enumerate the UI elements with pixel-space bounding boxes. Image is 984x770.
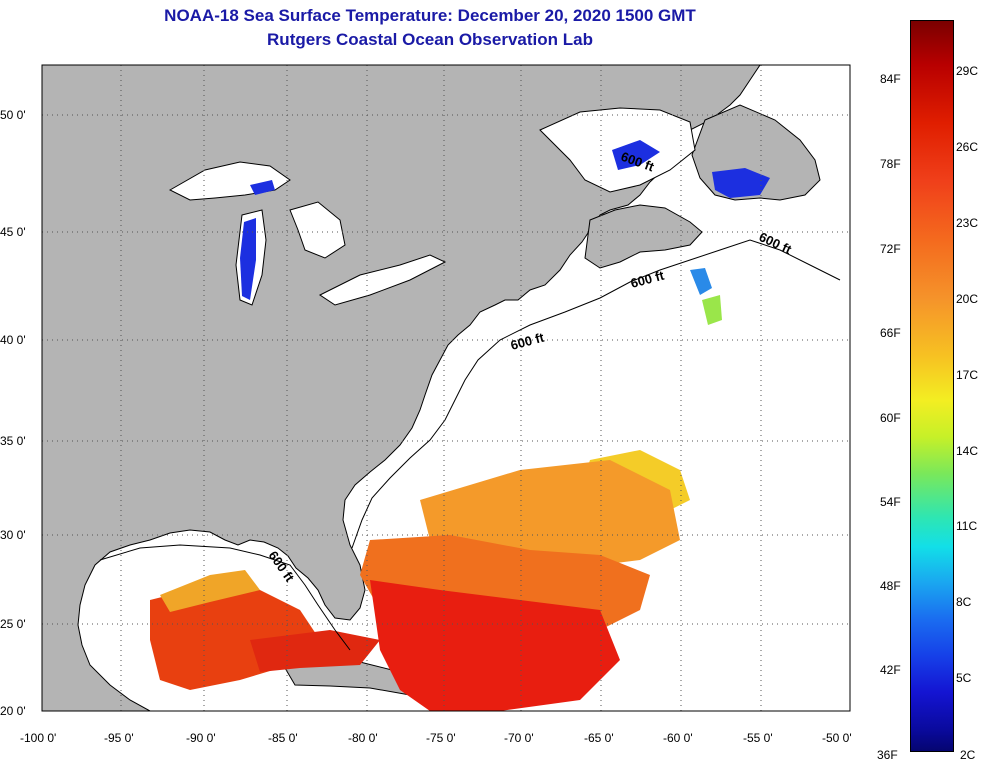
lat-label: 50 0'	[0, 108, 26, 122]
lat-label: 45 0'	[0, 225, 26, 239]
sst-florida-straits	[250, 630, 380, 672]
scale-f-label: 72F	[880, 242, 901, 256]
lat-label: 30 0'	[0, 528, 26, 542]
scale-c-label: 23C	[956, 216, 979, 230]
lon-label: -85 0'	[268, 731, 298, 745]
scale-c-label: 5C	[956, 671, 972, 685]
scale-c-label: 8C	[956, 595, 972, 609]
scale-f-label: 36F	[877, 748, 898, 762]
sst-gulf-yellow	[160, 570, 260, 612]
lat-label: 35 0'	[0, 434, 26, 448]
lon-label: -95 0'	[104, 731, 134, 745]
lon-label: -55 0'	[743, 731, 773, 745]
sst-cold-lake-superior	[250, 180, 275, 195]
depth-contour-600ft	[99, 239, 841, 651]
lon-label: -100 0'	[20, 731, 56, 745]
scale-f-label: 54F	[880, 495, 901, 509]
sst-green-offshore	[702, 295, 722, 325]
lake-huron	[289, 201, 346, 259]
scale-f-label: 78F	[880, 157, 901, 171]
sst-cold-newfoundland	[712, 168, 770, 198]
lon-label: -65 0'	[584, 731, 614, 745]
lon-label: -75 0'	[426, 731, 456, 745]
sst-hot-caribbean	[370, 580, 620, 711]
scale-f-label: 42F	[880, 663, 901, 677]
scale-c-label: 26C	[956, 140, 979, 154]
sst-cold-lake-michigan	[240, 218, 256, 300]
map-title: NOAA-18 Sea Surface Temperature: Decembe…	[164, 6, 696, 25]
scale-f-label: 48F	[880, 579, 901, 593]
scale-c-label: 14C	[956, 444, 979, 458]
temperature-color-scale	[910, 20, 954, 752]
scale-c-label: 29C	[956, 64, 979, 78]
lon-label: -90 0'	[186, 731, 216, 745]
lat-label: 20 0'	[0, 704, 26, 718]
lon-label: -80 0'	[348, 731, 378, 745]
map-subtitle: Rutgers Coastal Ocean Observation Lab	[267, 30, 593, 49]
map-border	[41, 64, 851, 712]
sst-cool-scotian-shelf	[690, 268, 712, 295]
scale-f-label: 60F	[880, 411, 901, 425]
lon-label: -50 0'	[822, 731, 852, 745]
scale-c-label: 17C	[956, 368, 979, 382]
lat-label: 25 0'	[0, 617, 26, 631]
scale-c-label: 20C	[956, 292, 979, 306]
lat-axis: 50 0' 45 0' 40 0' 35 0' 30 0' 25 0' 20 0…	[0, 108, 26, 718]
scale-f-label: 66F	[880, 326, 901, 340]
lon-axis: -100 0' -95 0' -90 0' -85 0' -80 0' -75 …	[20, 731, 852, 745]
scale-c-label: 11C	[956, 519, 978, 533]
lon-label: -60 0'	[663, 731, 693, 745]
lon-label: -70 0'	[504, 731, 534, 745]
lat-label: 40 0'	[0, 333, 26, 347]
land-north-america	[42, 65, 761, 711]
scale-f-label: 84F	[880, 72, 901, 86]
scale-c-label: 2C	[960, 748, 976, 762]
lake-erie-ontario	[319, 254, 447, 306]
land-nova-scotia	[584, 204, 703, 269]
sst-cold-gulf-st-lawrence	[612, 140, 660, 170]
